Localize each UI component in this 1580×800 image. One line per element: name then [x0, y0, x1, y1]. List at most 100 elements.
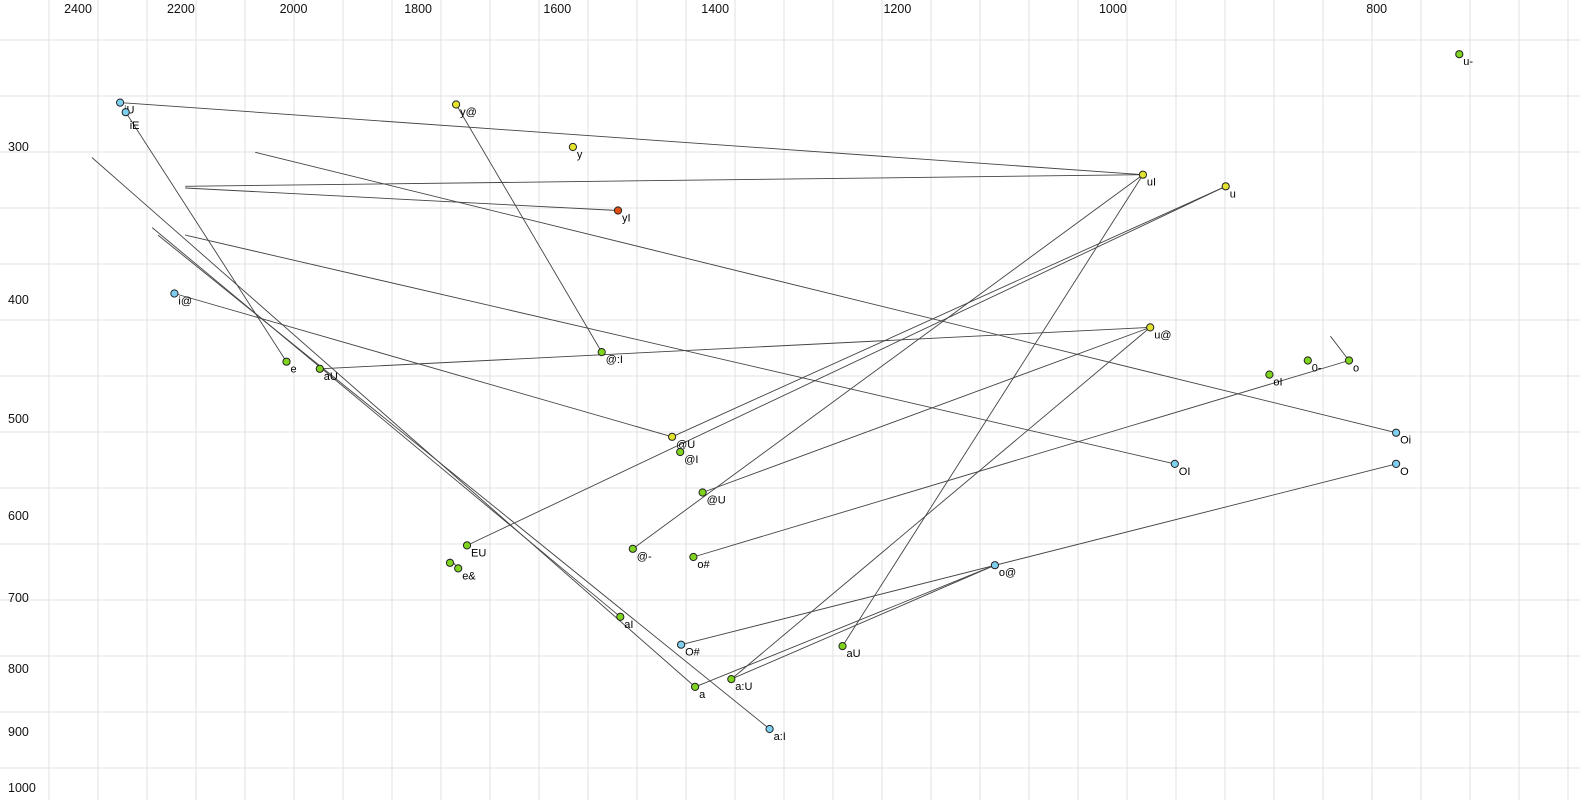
- data-point-@U[interactable]: [668, 432, 677, 441]
- point-label-@U: @U: [676, 439, 695, 451]
- point-label-a:I: a:I: [774, 731, 786, 743]
- data-point-a:I[interactable]: [765, 724, 774, 734]
- data-point-unlabeled[interactable]: [445, 558, 455, 567]
- data-point-@:I[interactable]: [597, 348, 606, 357]
- trajectory-line-O#-O: [680, 463, 1397, 646]
- trajectory-line-aI-I: [151, 227, 621, 618]
- trajectory-line-a:U-u@: [731, 327, 1151, 680]
- data-point-u-[interactable]: [1455, 50, 1464, 59]
- data-point-e&[interactable]: [454, 564, 463, 573]
- y-tick-label: 800: [8, 662, 29, 676]
- y-tick-label: 500: [8, 412, 29, 426]
- trajectory-line-OI-I: [185, 234, 1175, 465]
- data-point-yI[interactable]: [613, 206, 623, 215]
- data-point-a:U[interactable]: [727, 675, 736, 684]
- y-tick-label: 700: [8, 591, 29, 605]
- point-label-O#: O#: [685, 647, 701, 659]
- point-label-@U: @U: [707, 495, 726, 507]
- data-points: u-iUiEy@yuIuyIi@@:Iu@0-ooIeaU@U@IOIOiO@U…: [116, 50, 1473, 743]
- trajectory-line-uI-@-: [632, 174, 1144, 550]
- point-label-@-: @-: [637, 551, 652, 563]
- trajectories: [91, 102, 1397, 730]
- data-point-O#[interactable]: [677, 640, 686, 649]
- point-label-aU: aU: [324, 371, 338, 383]
- point-label-e&: e&: [462, 570, 476, 582]
- x-tick-label: 1800: [404, 2, 432, 16]
- x-tick-label: 800: [1366, 2, 1387, 16]
- trajectory-line-u-EU: [466, 185, 1226, 546]
- point-label-a: a: [699, 689, 706, 701]
- data-point-aU[interactable]: [838, 642, 847, 651]
- data-point-iE[interactable]: [121, 108, 130, 117]
- point-label-O: O: [1400, 466, 1409, 478]
- x-tick-label: 2000: [280, 2, 308, 16]
- point-label-o#: o#: [697, 559, 710, 571]
- trajectory-line-Oi-i: [255, 151, 1397, 434]
- trajectory-line-iU-uI: [120, 102, 1143, 176]
- trajectory-line-u@-@U: [702, 326, 1151, 493]
- data-point-y@[interactable]: [452, 100, 461, 109]
- y-tick-label: 900: [8, 725, 29, 739]
- data-point-@U[interactable]: [698, 488, 707, 497]
- data-point-aU[interactable]: [315, 364, 324, 373]
- y-tick-label: 1000: [8, 781, 36, 795]
- trajectory-line-@U-u: [671, 185, 1226, 438]
- y-tick-label: 400: [8, 293, 29, 307]
- trajectory-line-a-front: [91, 157, 696, 688]
- point-label-o: o: [1353, 363, 1359, 375]
- x-tick-label: 1400: [701, 2, 729, 16]
- trajectory-line-o#-o: [693, 360, 1350, 558]
- x-tick-label: 1200: [883, 2, 911, 16]
- data-point-y[interactable]: [568, 142, 578, 152]
- point-label-u@: u@: [1154, 329, 1171, 341]
- trajectory-line-aU-u@: [319, 326, 1151, 370]
- point-label-u-: u-: [1463, 56, 1473, 68]
- data-point-OI[interactable]: [1170, 459, 1179, 468]
- trajectory-line-o@-a:U: [731, 564, 996, 680]
- data-point-Oi[interactable]: [1392, 428, 1401, 437]
- data-point-o[interactable]: [1344, 356, 1354, 365]
- point-label-aU: aU: [847, 648, 861, 660]
- point-label-o@: o@: [999, 567, 1016, 579]
- point-label-Oi: Oi: [1400, 435, 1411, 447]
- data-point-iU[interactable]: [116, 98, 125, 107]
- point-label-iE: iE: [130, 120, 140, 132]
- point-label-oI: oI: [1273, 377, 1282, 389]
- point-label-e: e: [291, 364, 297, 376]
- trajectory-line-aU-uI: [842, 174, 1144, 647]
- data-point-O[interactable]: [1392, 459, 1401, 468]
- trajectory-line-a:I-I: [157, 234, 770, 730]
- data-point-u[interactable]: [1221, 182, 1230, 191]
- point-label-a:U: a:U: [735, 681, 752, 693]
- point-label-@I: @I: [684, 454, 698, 466]
- point-label-y: y: [577, 149, 583, 161]
- trajectory-line-y@-@:I: [455, 104, 603, 353]
- data-point-EU[interactable]: [462, 541, 472, 550]
- point-label-u: u: [1230, 188, 1236, 200]
- data-point-a[interactable]: [691, 682, 700, 692]
- point-label-uI: uI: [1147, 177, 1156, 189]
- trajectory-line-i@-@U: [174, 293, 673, 438]
- data-point-0-[interactable]: [1303, 356, 1312, 365]
- trajectory-line-o@-a: [694, 564, 996, 688]
- point-label-OI: OI: [1179, 466, 1191, 478]
- point-label-i@: i@: [178, 296, 192, 308]
- data-point-aI[interactable]: [616, 612, 625, 621]
- data-point-oI[interactable]: [1265, 370, 1274, 379]
- trajectory-line-o-tick: [1330, 335, 1350, 361]
- data-point-uI[interactable]: [1138, 170, 1148, 179]
- trajectory-line-iE-e: [125, 111, 287, 362]
- point-label-y@: y@: [460, 107, 477, 119]
- data-point-@-[interactable]: [628, 544, 637, 553]
- data-point-o@[interactable]: [990, 561, 1000, 570]
- data-point-e[interactable]: [282, 357, 291, 366]
- y-tick-label: 300: [8, 140, 29, 154]
- data-point-o#[interactable]: [689, 552, 698, 562]
- data-point-i@[interactable]: [170, 289, 179, 298]
- data-point-@I[interactable]: [676, 447, 685, 457]
- data-point-u@[interactable]: [1146, 323, 1155, 332]
- point-label-@:I: @:I: [606, 354, 623, 366]
